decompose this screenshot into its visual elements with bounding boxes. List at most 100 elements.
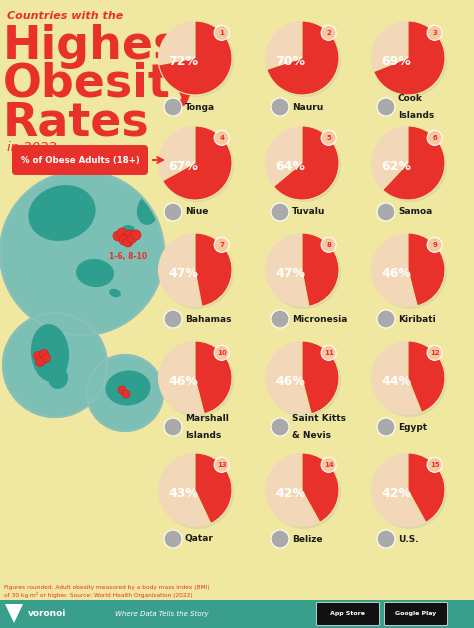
Circle shape <box>267 23 341 97</box>
Text: 43%: 43% <box>168 487 198 500</box>
Circle shape <box>265 233 339 307</box>
Circle shape <box>371 126 445 200</box>
Text: Highest: Highest <box>3 24 203 69</box>
Text: 47%: 47% <box>275 267 305 280</box>
Circle shape <box>158 453 232 527</box>
Wedge shape <box>383 126 445 200</box>
Circle shape <box>321 237 336 252</box>
Text: Countries with the: Countries with the <box>7 11 123 21</box>
Circle shape <box>321 131 336 145</box>
Circle shape <box>377 310 395 328</box>
Wedge shape <box>302 341 339 414</box>
Text: 15: 15 <box>430 462 439 468</box>
Circle shape <box>377 418 395 436</box>
Text: % of Obese Adults (18+): % of Obese Adults (18+) <box>21 156 139 165</box>
Text: 46%: 46% <box>381 267 411 280</box>
Wedge shape <box>159 21 232 95</box>
Text: Nauru: Nauru <box>292 102 323 112</box>
Wedge shape <box>408 341 445 413</box>
Circle shape <box>160 23 234 97</box>
Circle shape <box>37 355 46 364</box>
Text: 13: 13 <box>217 462 227 468</box>
Text: Belize: Belize <box>292 534 322 543</box>
Text: 4: 4 <box>219 135 224 141</box>
Circle shape <box>87 355 163 431</box>
Circle shape <box>371 341 445 415</box>
Text: 5: 5 <box>326 135 331 141</box>
Circle shape <box>160 235 234 309</box>
Polygon shape <box>5 604 23 623</box>
Text: Tuvalu: Tuvalu <box>292 207 325 217</box>
Wedge shape <box>267 21 339 95</box>
Circle shape <box>267 455 341 529</box>
Text: 14: 14 <box>324 462 334 468</box>
Ellipse shape <box>31 324 69 382</box>
Circle shape <box>321 25 336 40</box>
Text: 67%: 67% <box>168 160 198 173</box>
Wedge shape <box>302 453 339 522</box>
Text: 46%: 46% <box>275 375 305 388</box>
Circle shape <box>36 357 45 367</box>
Text: Bahamas: Bahamas <box>185 315 231 323</box>
Circle shape <box>321 457 336 472</box>
Circle shape <box>373 343 447 417</box>
Text: Qatar: Qatar <box>185 534 214 543</box>
Circle shape <box>158 233 232 307</box>
Circle shape <box>267 128 341 202</box>
Text: Egypt: Egypt <box>398 423 427 431</box>
Text: 46%: 46% <box>168 375 198 388</box>
Wedge shape <box>163 126 232 200</box>
Text: 42%: 42% <box>275 487 305 500</box>
Circle shape <box>158 21 232 95</box>
Circle shape <box>42 354 51 362</box>
Ellipse shape <box>121 225 135 235</box>
Text: Obesity: Obesity <box>3 62 201 107</box>
Circle shape <box>373 455 447 529</box>
Text: 6: 6 <box>432 135 437 141</box>
Circle shape <box>214 457 229 472</box>
Wedge shape <box>195 233 232 306</box>
Circle shape <box>214 345 229 360</box>
Text: 10: 10 <box>217 350 227 356</box>
Circle shape <box>377 530 395 548</box>
Circle shape <box>321 345 336 360</box>
Text: 47%: 47% <box>168 267 198 280</box>
Wedge shape <box>273 126 339 200</box>
Circle shape <box>267 343 341 417</box>
Circle shape <box>271 203 289 221</box>
Circle shape <box>122 390 130 398</box>
Text: 11: 11 <box>324 350 334 356</box>
Text: Kiribati: Kiribati <box>398 315 436 323</box>
Circle shape <box>131 230 141 240</box>
Circle shape <box>371 21 445 95</box>
Wedge shape <box>195 453 232 524</box>
Ellipse shape <box>106 371 150 406</box>
Circle shape <box>214 131 229 145</box>
Text: 1-6, 8-10: 1-6, 8-10 <box>109 252 147 261</box>
Circle shape <box>271 530 289 548</box>
Circle shape <box>265 21 339 95</box>
Circle shape <box>160 343 234 417</box>
Wedge shape <box>374 21 445 95</box>
Ellipse shape <box>137 195 159 225</box>
Circle shape <box>371 453 445 527</box>
Circle shape <box>427 237 442 252</box>
Text: Marshall: Marshall <box>185 414 229 423</box>
Circle shape <box>271 310 289 328</box>
Text: voronoi: voronoi <box>28 610 66 619</box>
Circle shape <box>267 235 341 309</box>
Text: 2: 2 <box>326 30 331 36</box>
Text: Rates: Rates <box>3 100 150 145</box>
Circle shape <box>121 233 131 243</box>
FancyBboxPatch shape <box>12 145 148 175</box>
Circle shape <box>119 235 129 245</box>
Wedge shape <box>195 341 232 414</box>
Circle shape <box>34 352 43 360</box>
Circle shape <box>113 231 123 241</box>
Circle shape <box>123 237 133 247</box>
Circle shape <box>265 341 339 415</box>
Text: Cook: Cook <box>398 94 423 103</box>
Text: 70%: 70% <box>275 55 305 68</box>
Circle shape <box>427 131 442 145</box>
Circle shape <box>158 126 232 200</box>
